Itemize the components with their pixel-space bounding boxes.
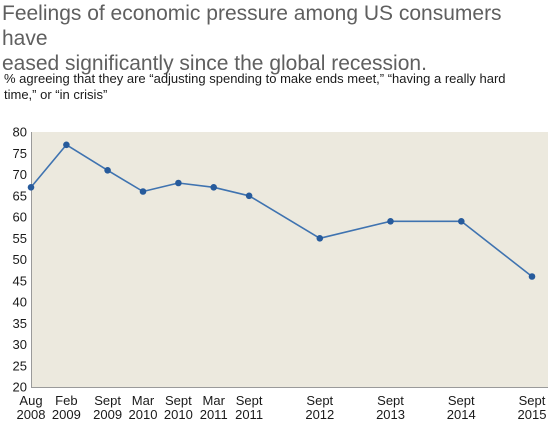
x-tick-label-period: Sept: [236, 393, 263, 408]
x-tick-label-year: 2008: [17, 407, 46, 422]
x-tick-label-year: 2012: [305, 407, 334, 422]
data-point: [175, 179, 182, 187]
y-tick-label: 55: [13, 231, 27, 246]
data-point: [27, 184, 35, 191]
y-tick-label: 20: [13, 380, 27, 395]
y-tick-label: 60: [13, 210, 27, 225]
x-tick-label-period: Mar: [203, 393, 226, 408]
chart-title: Feelings of economic pressure among US c…: [2, 2, 502, 75]
x-tick-label-year: 2014: [447, 407, 476, 422]
data-point: [139, 188, 147, 195]
x-tick-label-period: Feb: [55, 393, 77, 408]
x-tick-label-period: Aug: [19, 393, 42, 408]
data-point: [63, 141, 70, 149]
x-tick-label-period: Sept: [377, 393, 404, 408]
y-tick-label: 65: [13, 188, 27, 203]
y-tick-label: 45: [13, 273, 27, 288]
y-tick-label: 80: [13, 125, 27, 140]
y-tick-label: 40: [13, 295, 27, 310]
data-point: [528, 273, 536, 280]
y-tick-label: 35: [13, 316, 27, 331]
x-tick-label-year: 2011: [235, 407, 263, 422]
x-tick-label-period: Sept: [165, 393, 192, 408]
data-point: [316, 235, 324, 242]
data-point: [104, 167, 111, 174]
data-point: [210, 184, 217, 191]
y-tick-label: 70: [13, 167, 27, 182]
plot-area: [31, 132, 548, 387]
x-tick-label-period: Mar: [132, 393, 155, 408]
y-tick-label: 30: [13, 337, 27, 352]
x-tick-label-year: 2011: [200, 407, 228, 422]
x-tick-label-year: 2010: [164, 407, 193, 422]
x-tick-label-period: Sept: [448, 393, 475, 408]
x-tick-label-period: Sept: [94, 393, 121, 408]
data-point: [245, 192, 253, 200]
x-tick-label-period: Sept: [306, 393, 333, 408]
x-tick-label-year: 2009: [93, 407, 122, 422]
chart-subtitle: % agreeing that they are “adjusting spen…: [4, 71, 506, 102]
y-tick-label: 75: [13, 146, 27, 161]
x-tick-label-year: 2013: [376, 407, 405, 422]
data-point: [387, 218, 394, 225]
x-tick-label-year: 2009: [52, 407, 81, 422]
x-tick-label-year: 2010: [129, 407, 158, 422]
x-tick-label-year: 2015: [518, 407, 547, 422]
y-tick-label: 50: [13, 252, 27, 267]
y-tick-label: 25: [13, 358, 27, 373]
x-tick-label-period: Sept: [519, 393, 546, 408]
data-point: [458, 218, 465, 225]
